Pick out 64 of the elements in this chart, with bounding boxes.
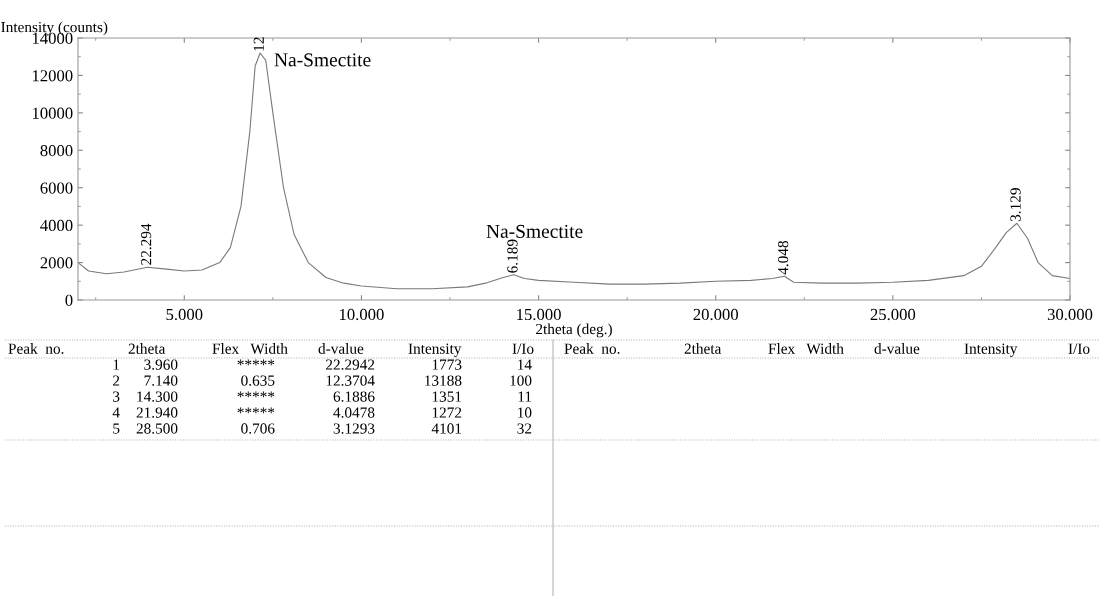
- text: Intensity: [964, 343, 1018, 357]
- text: Intensity: [408, 343, 462, 357]
- y-tick-label: 12000: [32, 70, 73, 82]
- annotation: 22.294: [141, 223, 152, 265]
- text: 11: [518, 391, 532, 402]
- text: Peak no.: [8, 343, 64, 354]
- line-series: [78, 52, 1070, 290]
- y-tick-label: 2000: [40, 257, 73, 269]
- x-tick-label: 25.000: [870, 308, 916, 321]
- text: 3: [113, 391, 120, 402]
- text: *****: [237, 359, 275, 366]
- annotation: 6.189: [507, 239, 518, 273]
- text: d-value: [318, 343, 364, 354]
- text: 21.940: [136, 407, 178, 418]
- text: 2: [113, 375, 120, 386]
- text: 12.3704: [326, 375, 375, 386]
- text: 3.1293: [333, 423, 375, 434]
- annotation: Na-Smectite: [274, 53, 371, 67]
- text: 4.0478: [333, 407, 375, 418]
- x-tick-label: 20.000: [693, 308, 738, 321]
- text: 1773: [432, 359, 462, 370]
- text: I/Io: [512, 343, 534, 354]
- text: 7.140: [144, 375, 178, 386]
- text: 4: [112, 407, 120, 418]
- text: Flex Width: [768, 343, 844, 354]
- text: 4101: [431, 423, 462, 434]
- x-tick-label: 5.000: [166, 308, 203, 321]
- text: 5: [113, 423, 120, 434]
- annotation: Na-Smectite: [486, 224, 583, 238]
- text: *****: [237, 407, 275, 414]
- text: Peak no.: [564, 343, 620, 354]
- text: 32: [517, 423, 532, 434]
- y-tick-label: 10000: [32, 107, 73, 119]
- annotation: 3.129: [1010, 188, 1021, 222]
- text: 1: [113, 359, 120, 370]
- text: 10: [518, 407, 532, 418]
- text: 0.706: [241, 423, 275, 434]
- text: 14: [518, 359, 532, 370]
- y-tick-label: 6000: [40, 182, 73, 194]
- x-tick-label: 10.000: [339, 308, 384, 321]
- text: 2theta: [128, 343, 166, 354]
- x-tick-label: 15.000: [517, 308, 561, 321]
- text: 6.1886: [333, 391, 375, 402]
- text: 22.2942: [326, 359, 375, 370]
- annotation: 12: [253, 37, 264, 51]
- text: *****: [237, 391, 275, 398]
- x-tick-label: 30.000: [1047, 308, 1093, 321]
- text: I/Io: [1068, 343, 1090, 354]
- y-tick-label: 0: [65, 294, 73, 306]
- annotation: 4.048: [777, 241, 789, 275]
- text: 0.635: [241, 375, 275, 386]
- text: 13188: [425, 375, 462, 386]
- text: d-value: [874, 343, 920, 354]
- text: 3.960: [144, 359, 178, 370]
- text: 2theta: [684, 343, 722, 354]
- text: 28.500: [136, 423, 178, 434]
- text: 1351: [432, 391, 462, 402]
- text: 1272: [432, 407, 462, 418]
- text: Flex Width: [212, 343, 288, 354]
- text: 14.300: [137, 391, 178, 402]
- y-tick-label: 4000: [40, 219, 73, 232]
- x-axis-title: 2theta (deg.): [536, 323, 612, 338]
- text: 100: [510, 375, 532, 386]
- y-tick-label: 8000: [40, 144, 73, 157]
